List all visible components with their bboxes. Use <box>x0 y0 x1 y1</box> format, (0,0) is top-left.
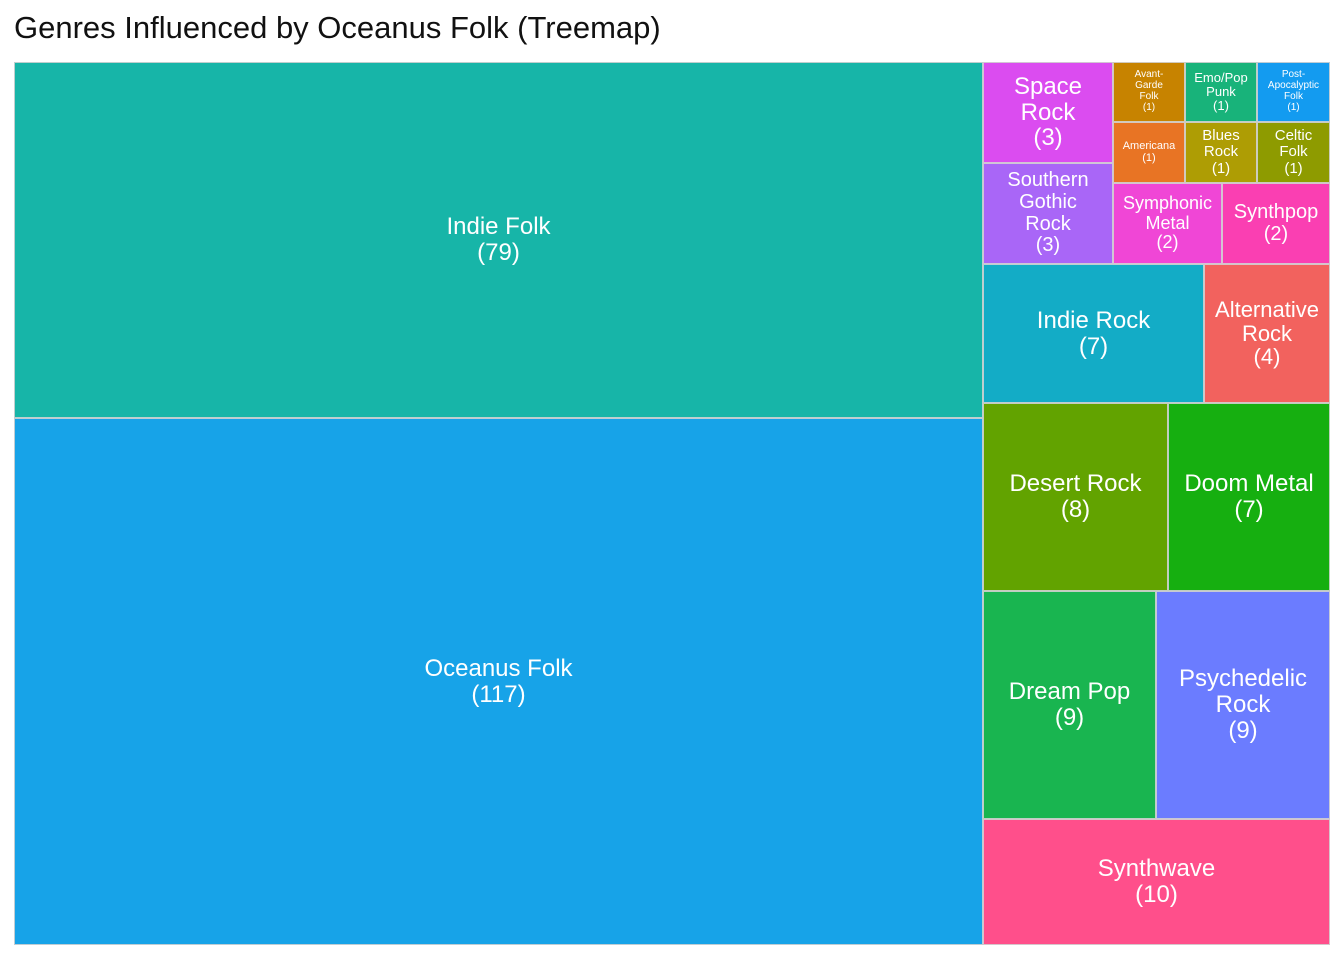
tile-label: Folk <box>1284 91 1303 102</box>
tile-label: Space <box>1013 72 1083 100</box>
tile-label: Symphonic <box>1122 193 1213 214</box>
tile-value: (3) <box>1033 124 1063 152</box>
tile-label: Rock <box>1020 98 1076 126</box>
treemap-tile-oceanus-folk: Oceanus Folk (117) <box>14 418 983 945</box>
tile-value: (7) <box>1078 332 1109 360</box>
treemap-tile-indie-folk: Indie Folk (79) <box>14 62 983 418</box>
tile-value: (3) <box>1035 234 1061 257</box>
treemap-tile-symphonic-metal: Symphonic Metal (2) <box>1113 183 1222 264</box>
tile-label: Americana <box>1122 139 1176 152</box>
tile-value: (9) <box>1228 716 1258 744</box>
treemap-tile-blues-rock: Blues Rock (1) <box>1185 122 1257 183</box>
tile-label: Celtic <box>1274 127 1313 145</box>
tile-label: Synthwave <box>1097 855 1216 883</box>
tile-value: (1) <box>1287 101 1300 113</box>
tile-label: Rock <box>1215 691 1271 719</box>
tile-label: Punk <box>1206 83 1236 99</box>
tile-label: Indie Rock <box>1036 306 1151 334</box>
treemap-tile-doom-metal: Doom Metal (7) <box>1168 403 1330 591</box>
treemap-tile-desert-rock: Desert Rock (8) <box>983 403 1168 591</box>
tile-label: Apocalyptic <box>1267 80 1320 92</box>
treemap-tile-space-rock: Space Rock (3) <box>983 62 1113 163</box>
treemap-tile-synthwave: Synthwave (10) <box>983 819 1330 945</box>
tile-value: (8) <box>1060 496 1091 523</box>
tile-value: (9) <box>1054 704 1085 731</box>
tile-value: (79) <box>477 239 520 266</box>
tile-label: Rock <box>1203 143 1239 161</box>
tile-label: Synthpop <box>1233 200 1319 223</box>
tile-value: (1) <box>1213 98 1229 114</box>
tile-label: Folk <box>1279 143 1308 161</box>
tile-label: Dream Pop <box>1008 678 1131 706</box>
treemap-tile-psychedelic-rock: Psychedelic Rock (9) <box>1156 591 1330 819</box>
tile-label: Rock <box>1025 212 1071 235</box>
tile-value: (7) <box>1234 496 1264 523</box>
tile-label: Post- <box>1281 69 1306 81</box>
tile-label: Folk <box>1139 91 1159 102</box>
tile-label: Southern <box>1007 169 1089 192</box>
tile-value: (2) <box>1263 222 1289 245</box>
treemap-tile-avant-garde-folk: Avant- Garde Folk (1) <box>1113 62 1185 122</box>
treemap-tile-emo-pop-punk: Emo/Pop Punk (1) <box>1185 62 1257 122</box>
tile-value: (1) <box>1284 159 1303 177</box>
tile-label: Avant- <box>1134 69 1164 81</box>
treemap-tile-alternative-rock: Alternative Rock (4) <box>1204 264 1330 403</box>
tile-label: Doom Metal <box>1184 470 1314 498</box>
treemap-tile-dream-pop: Dream Pop (9) <box>983 591 1156 819</box>
tile-label: Rock <box>1241 320 1293 346</box>
treemap: Indie Folk (79) Oceanus Folk (117) Space Rock… <box>14 62 1330 945</box>
tile-label: Desert Rock <box>1009 470 1142 498</box>
treemap-tile-celtic-folk: Celtic Folk (1) <box>1257 122 1330 183</box>
tile-value: (2) <box>1156 232 1179 253</box>
tile-label: Psychedelic <box>1178 665 1308 693</box>
treemap-tile-americana: Americana (1) <box>1113 122 1185 183</box>
tile-value: (10) <box>1135 881 1178 908</box>
tile-label: Oceanus Folk <box>424 654 573 682</box>
tile-label: Emo/Pop <box>1194 69 1248 85</box>
tile-label: Alternative <box>1215 296 1319 322</box>
tile-value: (117) <box>471 680 526 708</box>
tile-value: (4) <box>1253 344 1281 370</box>
tile-value: (1) <box>1211 159 1231 177</box>
treemap-tile-indie-rock: Indie Rock (7) <box>983 264 1204 403</box>
tile-label: Blues <box>1202 127 1240 145</box>
tile-value: (1) <box>1142 101 1156 113</box>
treemap-tile-southern-gothic-rock: Southern Gothic Rock (3) <box>983 163 1113 264</box>
tile-label: Gothic <box>1019 190 1077 213</box>
treemap-tile-synthpop: Synthpop (2) <box>1222 183 1330 264</box>
tile-label: Metal <box>1145 212 1190 233</box>
tile-label: Garde <box>1135 80 1163 92</box>
tile-value: (1) <box>1142 151 1156 164</box>
tile-label: Indie Folk <box>446 213 551 241</box>
chart-title: Genres Influenced by Oceanus Folk (Treem… <box>14 10 661 45</box>
treemap-tile-post-apocalyptic-folk: Post- Apocalyptic Folk (1) <box>1257 62 1330 122</box>
